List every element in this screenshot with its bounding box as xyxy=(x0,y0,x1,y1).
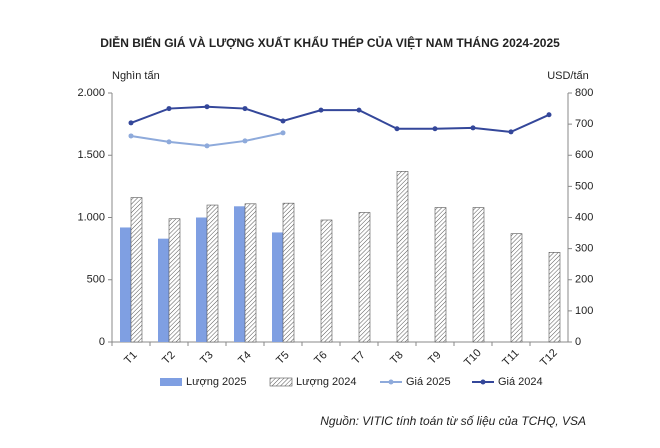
marker xyxy=(280,130,286,136)
x-tick-label: T2 xyxy=(160,349,178,367)
legend-label: Giá 2025 xyxy=(406,376,451,388)
legend-marker xyxy=(388,379,394,385)
x-tick-label: T6 xyxy=(312,349,330,367)
legend-swatch xyxy=(160,378,182,386)
line xyxy=(130,105,550,133)
bar xyxy=(206,204,219,343)
marker xyxy=(204,143,210,149)
bar xyxy=(434,207,447,343)
x-tick-label: T5 xyxy=(274,349,292,367)
y-tick-label: 0 xyxy=(99,336,105,348)
x-tick-label: T9 xyxy=(426,349,444,367)
marker xyxy=(432,126,438,132)
marker xyxy=(394,126,400,132)
y2-tick-label: 0 xyxy=(575,336,581,348)
legend-label: Lượng 2024 xyxy=(296,376,356,388)
marker xyxy=(470,125,476,131)
legend-swatch xyxy=(269,377,293,387)
marker xyxy=(356,107,362,113)
x-tick-label: T11 xyxy=(500,347,521,368)
y2-tick-label: 200 xyxy=(575,274,593,286)
x-tick-label: T8 xyxy=(388,349,406,367)
marker xyxy=(318,107,324,113)
marker xyxy=(166,106,172,112)
y2-tick-label: 600 xyxy=(575,149,593,161)
y-tick-label: 2.000 xyxy=(77,87,105,99)
y-tick-label: 500 xyxy=(87,274,105,286)
legend-label: Lượng 2025 xyxy=(186,376,246,388)
x-tick-label: T3 xyxy=(198,349,216,367)
marker xyxy=(128,120,134,126)
bar xyxy=(396,171,409,343)
bar xyxy=(234,206,245,342)
legend-label: Giá 2024 xyxy=(498,376,543,388)
y-tick-label: 1.000 xyxy=(77,211,105,223)
bar xyxy=(168,218,181,343)
y-axis-label: Nghìn tấn xyxy=(112,70,160,82)
y2-tick-label: 700 xyxy=(575,118,593,130)
bar xyxy=(120,227,131,342)
marker xyxy=(128,133,134,139)
legend-marker xyxy=(480,379,486,385)
x-tick-label: T7 xyxy=(350,349,368,367)
marker xyxy=(508,129,514,135)
y2-tick-label: 100 xyxy=(575,305,593,317)
marker xyxy=(242,106,248,112)
y-tick-label: 1.500 xyxy=(77,149,105,161)
marker xyxy=(166,139,172,145)
chart-title: DIỄN BIẾN GIÁ VÀ LƯỢNG XUẤT KHẨU THÉP CỦ… xyxy=(100,35,560,50)
bar xyxy=(158,238,169,342)
y2-tick-label: 400 xyxy=(575,211,593,223)
x-tick-label: T12 xyxy=(538,347,560,369)
y2-tick-label: 800 xyxy=(575,87,593,99)
bar xyxy=(272,232,283,342)
bar xyxy=(358,212,371,343)
bar xyxy=(196,217,207,342)
bar xyxy=(130,197,143,343)
bar xyxy=(320,219,333,343)
bar xyxy=(472,207,485,343)
source-note: Nguồn: VITIC tính toán từ số liệu của TC… xyxy=(320,414,586,428)
x-tick-label: T4 xyxy=(236,349,254,367)
y2-axis-label: USD/tấn xyxy=(547,70,589,82)
y2-tick-label: 300 xyxy=(575,243,593,255)
x-tick-label: T1 xyxy=(122,349,140,367)
bar xyxy=(282,202,295,343)
bar xyxy=(244,203,257,343)
marker xyxy=(546,112,552,118)
x-tick-label: T10 xyxy=(462,347,484,369)
marker xyxy=(242,138,248,144)
marker xyxy=(204,104,210,110)
y2-tick-label: 500 xyxy=(575,180,593,192)
bar xyxy=(510,233,523,343)
bar xyxy=(548,252,561,343)
marker xyxy=(280,118,286,124)
